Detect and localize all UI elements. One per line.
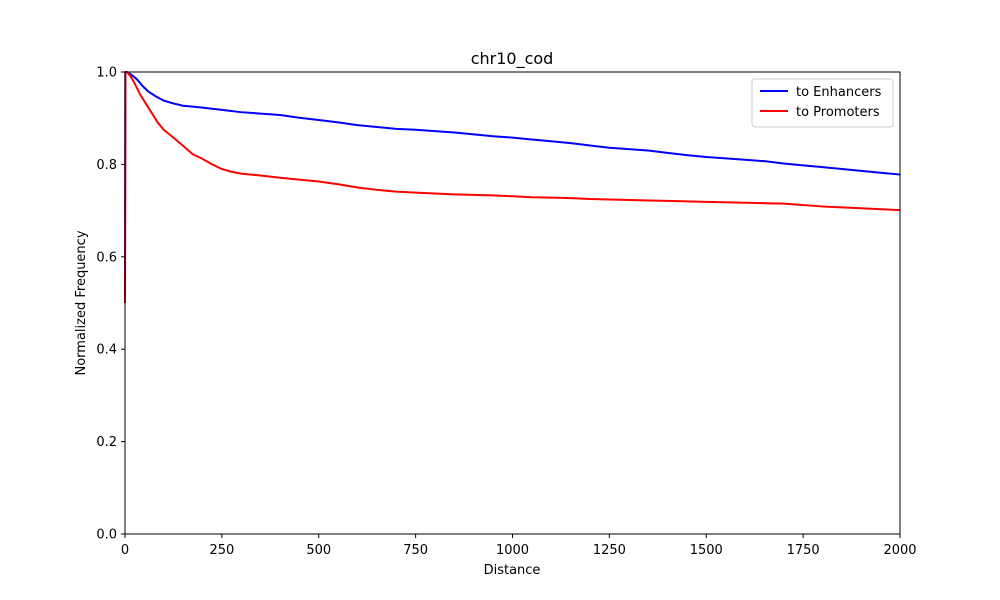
x-axis-label: Distance [484, 563, 541, 578]
x-tick-label: 0 [121, 543, 129, 558]
series-line-promoters [124, 71, 901, 304]
x-tick-label: 1500 [690, 543, 723, 558]
chart-title: chr10_cod [471, 49, 554, 69]
x-tick-label: 1000 [496, 543, 529, 558]
y-axis-ticks: 0.0 0.2 0.4 0.6 0.8 1.0 [96, 66, 125, 543]
y-tick-label: 1.0 [96, 66, 117, 81]
axes-frame [124, 71, 901, 535]
y-axis-label: Normalized Frequency [74, 230, 89, 375]
x-tick-label: 500 [306, 543, 331, 558]
x-tick-label: 2000 [883, 543, 916, 558]
x-tick-label: 750 [403, 543, 428, 558]
y-tick-label: 0.4 [96, 343, 117, 358]
x-axis-ticks: 0 250 500 750 1000 1250 1500 1750 2000 [121, 534, 917, 558]
y-tick-label: 0.2 [96, 435, 117, 450]
y-tick-label: 0.0 [96, 528, 117, 543]
legend-label-promoters: to Promoters [796, 105, 880, 120]
series-line-enhancers [124, 71, 901, 304]
legend: to Enhancers to Promoters [751, 78, 894, 128]
x-tick-label: 250 [209, 543, 234, 558]
x-tick-label: 1750 [787, 543, 820, 558]
x-tick-label: 1250 [593, 543, 626, 558]
y-tick-label: 0.6 [96, 250, 117, 265]
series-layer [124, 71, 901, 304]
y-tick-label: 0.8 [96, 158, 117, 173]
legend-label-enhancers: to Enhancers [796, 85, 882, 100]
